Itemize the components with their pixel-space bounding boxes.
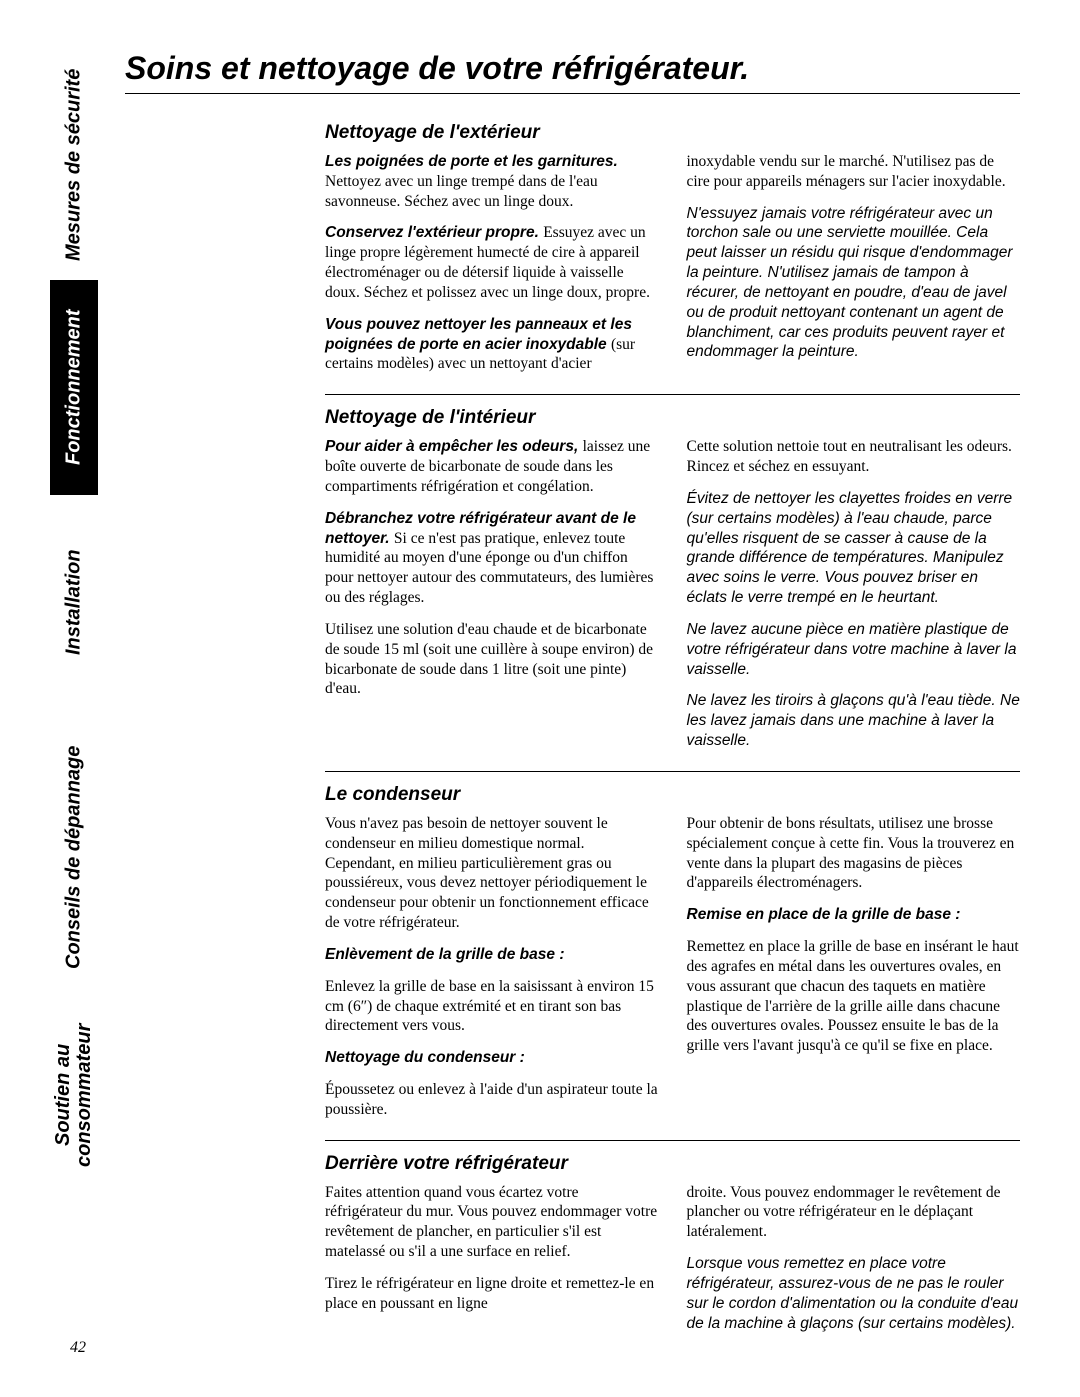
- body-paragraph: Pour aider à empêcher les odeurs, laisse…: [325, 437, 659, 496]
- body-paragraph: Faites attention quand vous écartez votr…: [325, 1183, 659, 1262]
- lead-in: Conservez l'extérieur propre.: [325, 224, 543, 241]
- body-paragraph: droite. Vous pouvez endommager le revête…: [687, 1183, 1021, 1242]
- sidebar-tab: Soutien au consommateur: [50, 1005, 98, 1185]
- sections-container: Nettoyage de l'extérieur Les poignées de …: [125, 112, 1020, 1345]
- left-column: Vous n'avez pas besoin de nettoyer souve…: [325, 814, 659, 1132]
- italic-note: Ne lavez les tiroirs à glaçons qu'à l'ea…: [687, 691, 1021, 750]
- page-title: Soins et nettoyage de votre réfrigérateu…: [125, 50, 1020, 94]
- sidebar-tab: Installation: [50, 495, 98, 710]
- body-paragraph: Remise en place de la grille de base :: [687, 905, 1021, 925]
- body-paragraph: Cette solution nettoie tout en neutralis…: [687, 437, 1021, 477]
- page-number: 42: [70, 1339, 86, 1357]
- italic-note: Lorsque vous remettez en place votre réf…: [687, 1254, 1021, 1333]
- sidebar-tab: Mesures de sécurité: [50, 50, 98, 280]
- content: Soins et nettoyage de votre réfrigérateu…: [125, 50, 1020, 1357]
- body-paragraph: Enlevez la grille de base en la saisissa…: [325, 977, 659, 1036]
- lead-in: Débranchez votre réfrigérateur avant de …: [325, 510, 636, 547]
- body-paragraph: Vous pouvez nettoyer les panneaux et les…: [325, 315, 659, 374]
- lead-in: Remise en place de la grille de base :: [687, 906, 961, 923]
- italic-note: Évitez de nettoyer les clayettes froides…: [687, 489, 1021, 608]
- body-paragraph: Les poignées de porte et les garnitures.…: [325, 152, 659, 211]
- right-column: Pour obtenir de bons résultats, utilisez…: [687, 814, 1021, 1132]
- body-paragraph: Remettez en place la grille de base en i…: [687, 937, 1021, 1056]
- italic-note: N'essuyez jamais votre réfrigérateur ave…: [687, 204, 1021, 363]
- sidebar-tab: Conseils de dépannage: [50, 710, 98, 1005]
- lead-in: Enlèvement de la grille de base :: [325, 946, 564, 963]
- left-column: Faites attention quand vous écartez votr…: [325, 1183, 659, 1346]
- section-heading: Derrière votre réfrigérateur: [325, 1153, 1020, 1175]
- body-paragraph: Utilisez une solution d'eau chaude et de…: [325, 620, 659, 699]
- body-paragraph: Vous n'avez pas besoin de nettoyer souve…: [325, 814, 659, 933]
- left-column: Les poignées de porte et les garnitures.…: [325, 152, 659, 386]
- lead-in: Nettoyage du condenseur :: [325, 1049, 525, 1066]
- lead-in: Les poignées de porte et les garnitures.: [325, 153, 618, 170]
- body-paragraph: Débranchez votre réfrigérateur avant de …: [325, 509, 659, 608]
- two-column-row: Vous n'avez pas besoin de nettoyer souve…: [325, 814, 1020, 1132]
- body-paragraph: inoxydable vendu sur le marché. N'utilis…: [687, 152, 1021, 192]
- section-divider: [325, 394, 1020, 395]
- sidebar-tab: Fonctionnement: [50, 280, 98, 495]
- section-divider: [325, 771, 1020, 772]
- lead-in: Vous pouvez nettoyer les panneaux et les…: [325, 316, 632, 353]
- lead-in: Pour aider à empêcher les odeurs,: [325, 438, 583, 455]
- page: Mesures de sécuritéFonctionnementInstall…: [0, 0, 1080, 1397]
- body-paragraph: Époussetez ou enlevez à l'aide d'un aspi…: [325, 1080, 659, 1120]
- sidebar-tabs: Mesures de sécuritéFonctionnementInstall…: [50, 50, 98, 1347]
- body-paragraph: Enlèvement de la grille de base :: [325, 945, 659, 965]
- section-heading: Le condenseur: [325, 784, 1020, 806]
- body-paragraph: Nettoyage du condenseur :: [325, 1048, 659, 1068]
- left-column: Pour aider à empêcher les odeurs, laisse…: [325, 437, 659, 763]
- body-paragraph: Tirez le réfrigérateur en ligne droite e…: [325, 1274, 659, 1314]
- right-column: inoxydable vendu sur le marché. N'utilis…: [687, 152, 1021, 386]
- two-column-row: Pour aider à empêcher les odeurs, laisse…: [325, 437, 1020, 763]
- right-column: Cette solution nettoie tout en neutralis…: [687, 437, 1021, 763]
- section-heading: Nettoyage de l'intérieur: [325, 407, 1020, 429]
- section-divider: [325, 1140, 1020, 1141]
- body-paragraph: Conservez l'extérieur propre. Essuyez av…: [325, 223, 659, 302]
- right-column: droite. Vous pouvez endommager le revête…: [687, 1183, 1021, 1346]
- italic-note: Ne lavez aucune pièce en matière plastiq…: [687, 620, 1021, 679]
- section-heading: Nettoyage de l'extérieur: [325, 122, 1020, 144]
- two-column-row: Faites attention quand vous écartez votr…: [325, 1183, 1020, 1346]
- two-column-row: Les poignées de porte et les garnitures.…: [325, 152, 1020, 386]
- body-paragraph: Pour obtenir de bons résultats, utilisez…: [687, 814, 1021, 893]
